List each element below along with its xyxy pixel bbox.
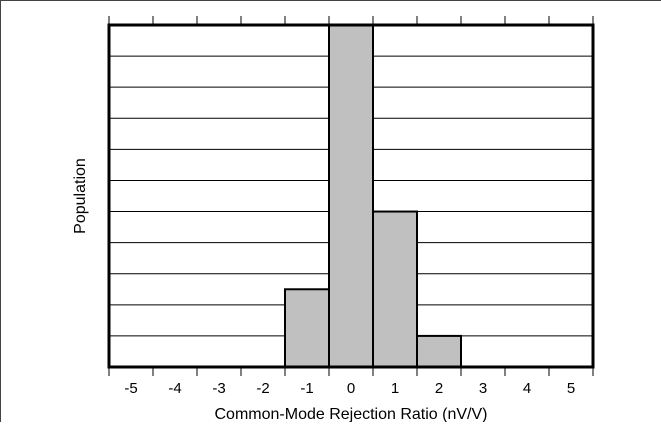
x-tick-label: -1 bbox=[300, 380, 313, 397]
x-tick-label: -4 bbox=[168, 380, 181, 397]
tick-marks bbox=[108, 16, 594, 376]
x-tick-label: -3 bbox=[212, 380, 225, 397]
bar-0 bbox=[328, 24, 374, 368]
x-tick-label: 3 bbox=[479, 380, 487, 397]
x-tick-label: 0 bbox=[347, 380, 355, 397]
x-axis-label: Common-Mode Rejection Ratio (nV/V) bbox=[215, 406, 488, 422]
bar--1 bbox=[284, 288, 330, 369]
x-tick-label: -5 bbox=[124, 380, 137, 397]
x-tick-label: -2 bbox=[256, 380, 269, 397]
x-tick-label: 1 bbox=[391, 380, 399, 397]
plot-frame bbox=[107, 23, 595, 369]
x-tick-labels: -5 -4 -3 -2 -1 0 1 2 3 4 5 bbox=[124, 380, 575, 397]
bar-1 bbox=[372, 210, 418, 368]
bar-2 bbox=[416, 334, 462, 368]
x-tick-label: 2 bbox=[435, 380, 443, 397]
x-tick-label: 4 bbox=[523, 380, 531, 397]
y-axis-label: Population bbox=[72, 158, 89, 234]
x-tick-label: 5 bbox=[567, 380, 575, 397]
bars bbox=[284, 24, 462, 369]
